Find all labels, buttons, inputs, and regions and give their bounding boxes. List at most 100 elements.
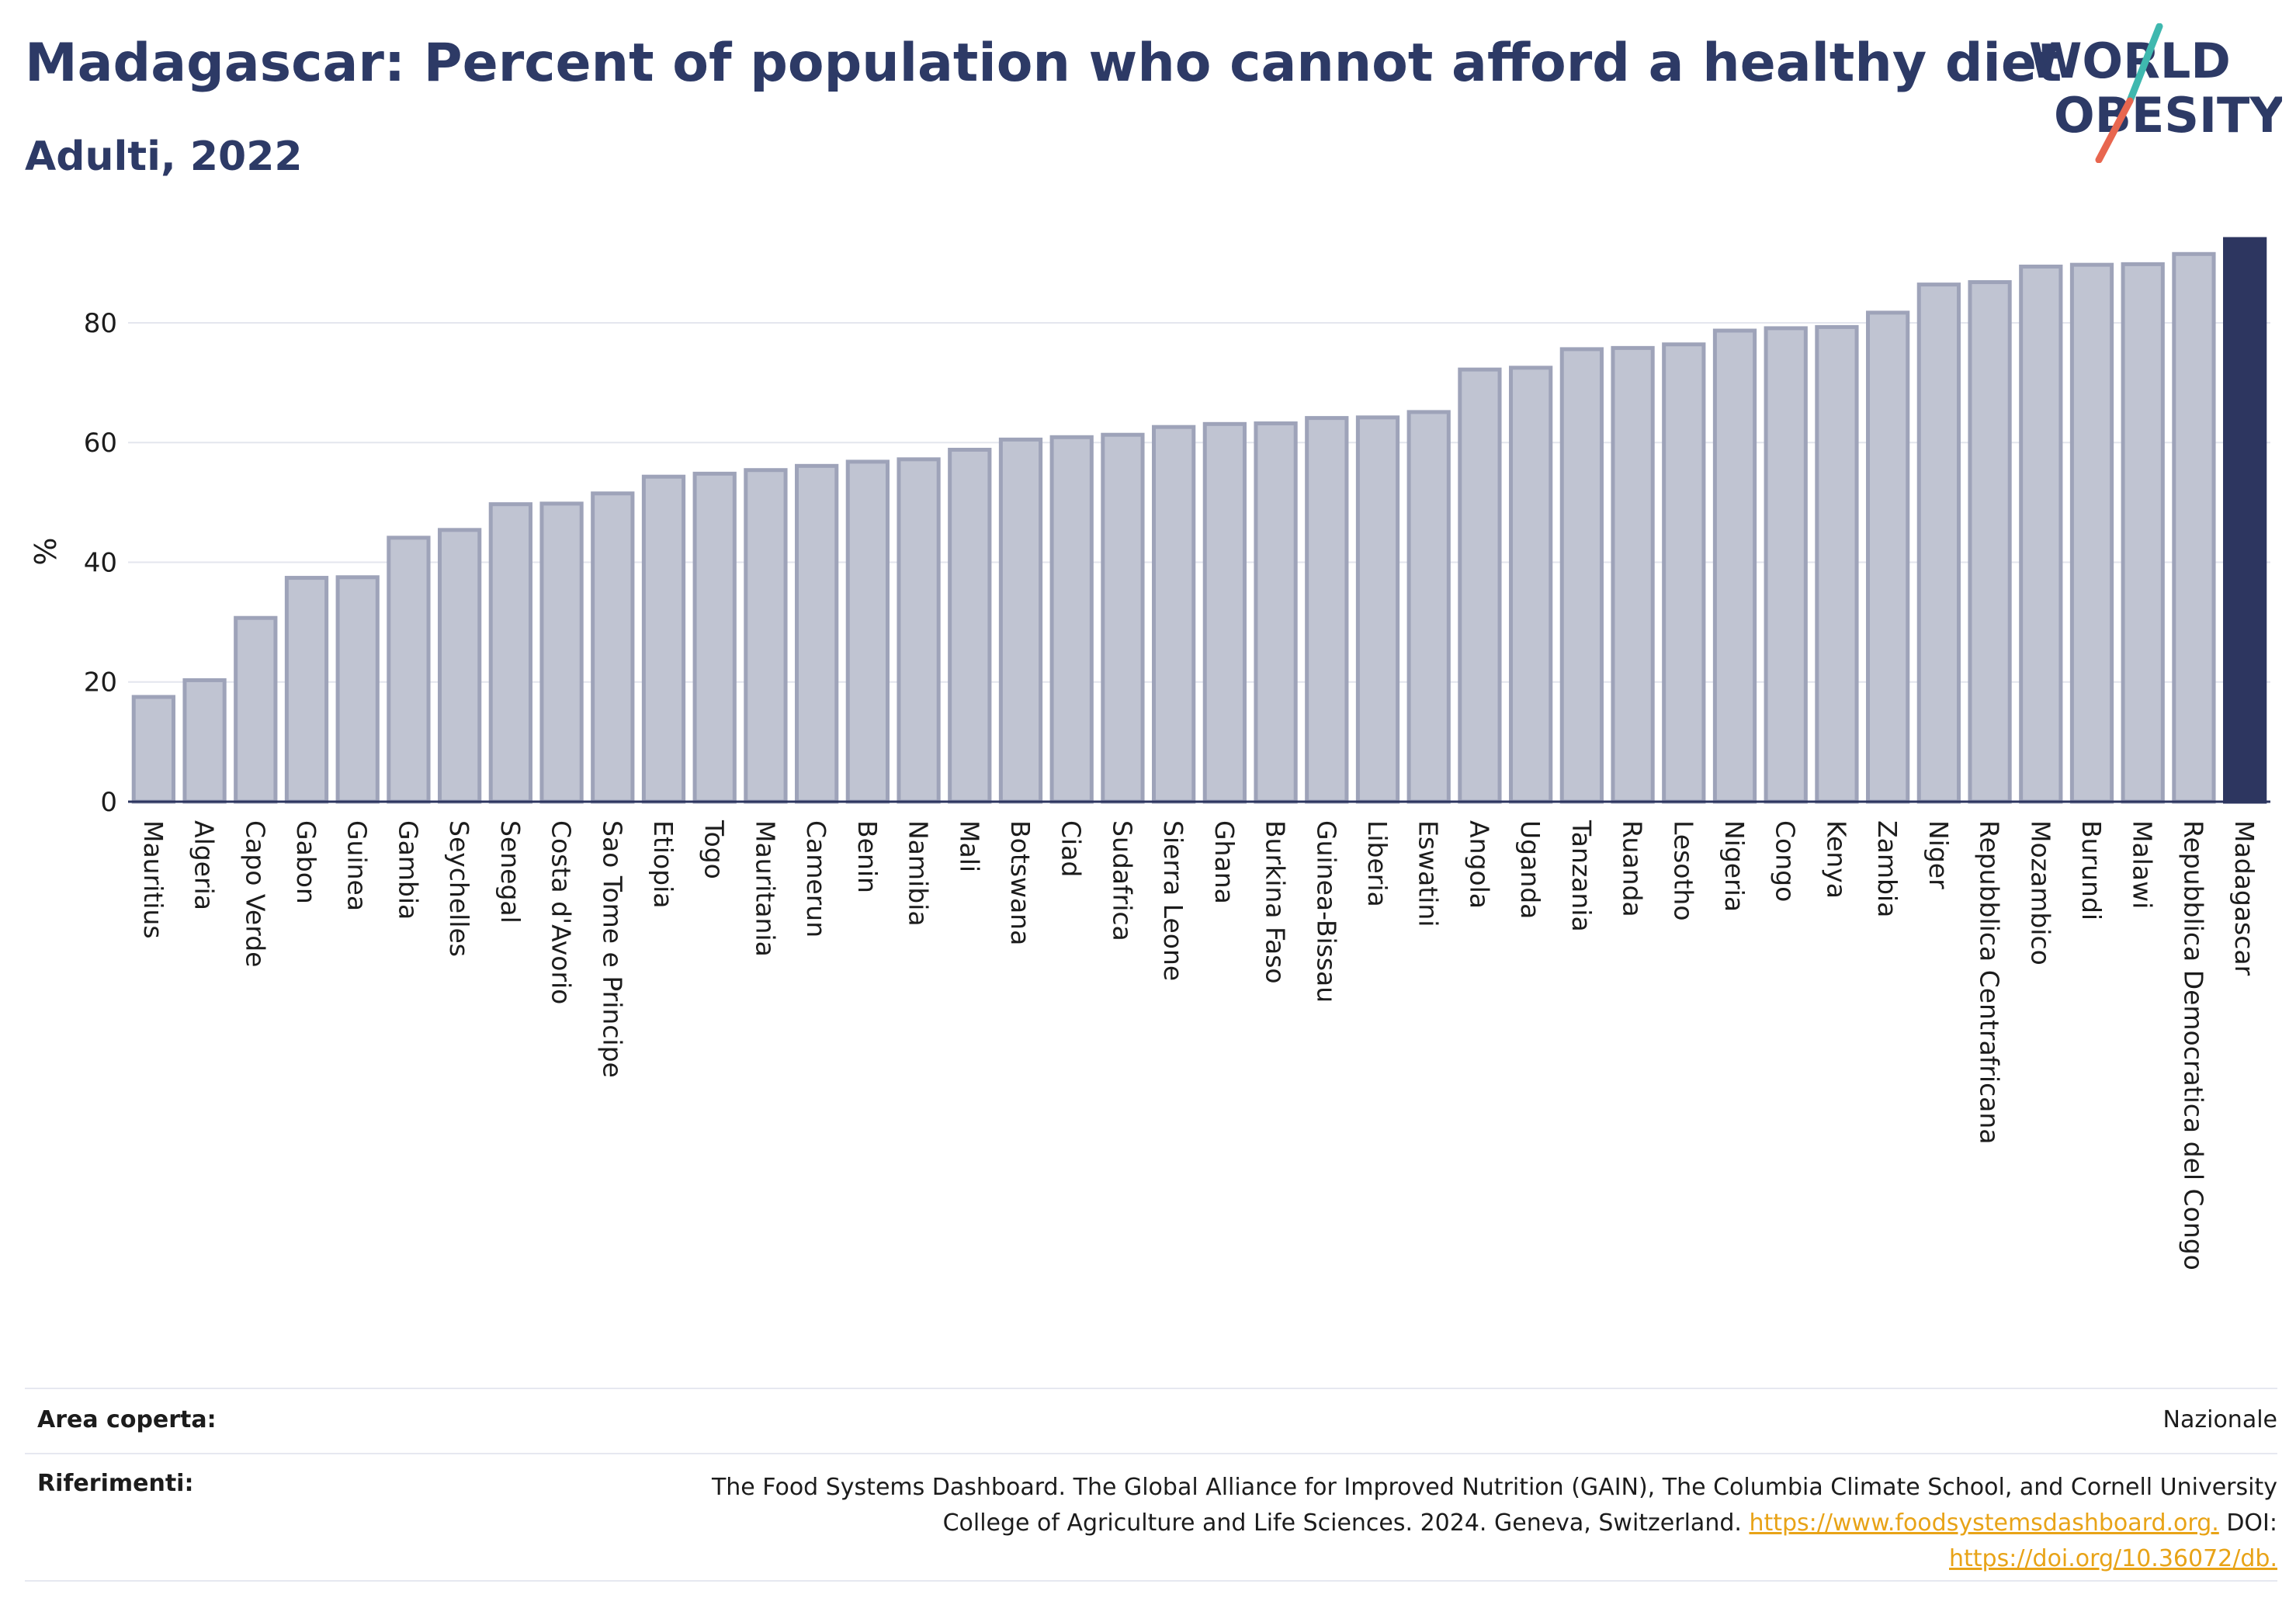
bar (692, 471, 737, 804)
x-tick-label: Angola (1464, 820, 1494, 909)
ref-doi-label: DOI: (2226, 1509, 2277, 1537)
x-tick-label: Repubblica Democratica del Congo (2178, 820, 2208, 1270)
x-tick-label: Mauritius (138, 820, 168, 939)
bar (1559, 347, 1604, 804)
x-tick-label: Senegal (495, 820, 525, 924)
bar (897, 457, 941, 804)
bar (2223, 237, 2267, 804)
ref-link-dashboard[interactable]: https://www.foodsystemsdashboard.org. (1749, 1509, 2219, 1537)
footer-area-row: Area coperta: Nazionale (25, 1406, 2277, 1445)
x-tick-label: Niger (1923, 820, 1954, 889)
x-tick-label: Etiopia (648, 820, 678, 909)
x-tick-label: Mozambico (2025, 820, 2055, 965)
x-tick-label: Burkina Faso (1261, 820, 1291, 984)
x-tick-label: Lesotho (1668, 820, 1698, 921)
bar (1712, 328, 1757, 804)
bar (1611, 345, 1655, 804)
bar (998, 437, 1043, 804)
bar (182, 678, 227, 804)
bar (744, 468, 788, 804)
x-tick-label: Kenya (1821, 820, 1851, 899)
y-tick-label: 0 (100, 787, 117, 818)
bar (1509, 366, 1553, 804)
ref-text: The Food Systems Dashboard. The Global A… (414, 1470, 2277, 1577)
x-tick-label: Liberia (1362, 820, 1393, 907)
bar (1866, 310, 1910, 804)
bar (1764, 326, 1808, 804)
bar (1305, 416, 1349, 804)
bar (1254, 421, 1298, 804)
logo-red-slash (2095, 97, 2134, 163)
x-tick-label: Nigeria (1719, 820, 1750, 912)
x-tick-label: Namibia (903, 820, 934, 927)
bar (795, 463, 839, 804)
logo-line1: WORLD (2029, 33, 2231, 89)
bar (1916, 282, 1961, 804)
bar (591, 491, 635, 804)
bar (488, 502, 532, 804)
x-tick-label: Burundi (2076, 820, 2107, 920)
x-tick-label: Seychelles (444, 820, 474, 957)
x-tick-label: Sudafrica (1107, 820, 1137, 941)
ref-line2-text: College of Agriculture and Life Sciences… (942, 1509, 1742, 1537)
y-tick-label: 20 (84, 667, 117, 698)
ref-line1: The Food Systems Dashboard. The Global A… (711, 1474, 2277, 1501)
bar (438, 528, 482, 804)
logo-teal-slash (2126, 23, 2163, 105)
footer-divider-middle (25, 1453, 2277, 1454)
x-tick-label: Mauritania (750, 820, 780, 957)
bar (1815, 324, 1859, 804)
x-tick-label: Benin (852, 820, 883, 893)
x-tick-label: Repubblica Centrafricana (1975, 820, 2005, 1145)
bar (1662, 342, 1706, 804)
x-tick-label: Malawi (2128, 820, 2158, 909)
y-tick-label: 40 (84, 547, 117, 578)
bar (845, 459, 890, 804)
x-tick-label: Eswatini (1413, 820, 1444, 927)
bar (1968, 280, 2012, 804)
bar (641, 474, 686, 804)
bar-chart: 0 20 40 60 80% Mauritius Algeria Capo Verde Gabo… (29, 237, 2270, 1270)
y-tick-label: 80 (84, 308, 117, 339)
x-tick-label: Congo (1771, 820, 1801, 902)
ref-line2: College of Agriculture and Life Sciences… (414, 1506, 2277, 1541)
x-tick-label: Uganda (1515, 820, 1545, 919)
bar (539, 501, 584, 804)
y-tick-label: 60 (84, 428, 117, 459)
x-tick-label: Gambia (393, 820, 423, 920)
bar (387, 535, 431, 804)
x-tick-label: Camerun (801, 820, 831, 938)
x-tick-label: Ruanda (1618, 820, 1648, 917)
x-tick-label: Gabon (291, 820, 321, 904)
x-tick-label: Sierra Leone (1158, 820, 1188, 981)
x-tick-label: Costa d'Avorio (546, 820, 577, 1004)
bar (284, 576, 329, 804)
ref-line3: https://doi.org/10.36072/db. (414, 1541, 2277, 1577)
bar (1152, 425, 1196, 804)
bar (2019, 264, 2063, 804)
x-tick-label: Sao Tome e Principe (597, 820, 627, 1078)
logo-line2: OBESITY (2054, 87, 2282, 144)
x-tick-label: Tanzania (1566, 820, 1597, 932)
footer-ref-row: Riferimenti: The Food Systems Dashboard.… (25, 1470, 2277, 1586)
area-value: Nazionale (2162, 1406, 2277, 1433)
ref-label: Riferimenti: (37, 1470, 194, 1497)
bar (335, 575, 380, 804)
x-tick-label: Ciad (1056, 820, 1087, 877)
ref-link-doi[interactable]: https://doi.org/10.36072/db. (1949, 1545, 2277, 1572)
bar (1458, 367, 1502, 804)
x-tick-label: Botswana (1005, 820, 1035, 945)
bar (131, 695, 175, 804)
x-tick-label: Togo (699, 820, 730, 879)
page-title: Madagascar: Percent of population who ca… (25, 33, 2062, 94)
bar (1202, 421, 1247, 804)
bar (1101, 432, 1145, 804)
footer-divider-top (25, 1388, 2277, 1389)
bar (234, 615, 278, 804)
x-tick-label: Guinea-Bissau (1311, 820, 1341, 1003)
bar (1355, 415, 1400, 804)
bar (2069, 262, 2114, 804)
x-tick-label: Ghana (1209, 820, 1240, 904)
bar (2172, 251, 2216, 804)
x-tick-label: Guinea (342, 820, 373, 911)
